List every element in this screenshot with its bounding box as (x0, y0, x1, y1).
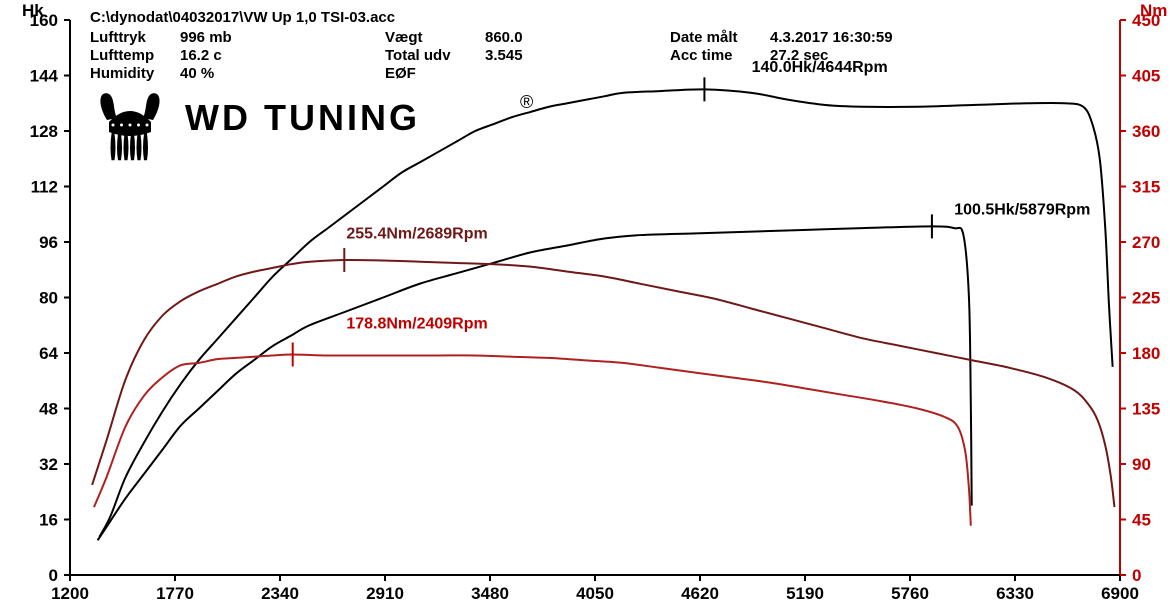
x-tick-label: 3480 (471, 584, 509, 603)
y-right-tick-label: 0 (1132, 566, 1141, 585)
humidity-value: 40 % (180, 65, 214, 82)
y-left-tick-label: 96 (39, 233, 58, 252)
y-left-tick-label: 16 (39, 511, 58, 530)
peak-label-nm_tuned: 255.4Nm/2689Rpm (346, 225, 487, 242)
series-nm_tuned (92, 260, 1114, 507)
y-right-tick-label: 180 (1132, 344, 1160, 363)
eof-label: EØF (385, 65, 416, 82)
lufttemp-label: Lufttemp (90, 47, 154, 64)
acc-label: Acc time (670, 47, 733, 64)
date-value: 4.3.2017 16:30:59 (770, 29, 893, 46)
peak-label-nm_stock: 178.8Nm/2409Rpm (346, 315, 487, 332)
lufttryk-value: 996 mb (180, 29, 232, 46)
y-right-tick-label: 405 (1132, 67, 1160, 86)
series-hp_tuned (99, 89, 1112, 537)
file-path: C:\dynodat\04032017\VW Up 1,0 TSI-03.acc (90, 9, 395, 26)
y-left-tick-label: 32 (39, 455, 58, 474)
y-right-tick-label: 225 (1132, 289, 1160, 308)
dyno-chart-svg: 1200177023402910348040504620519057606330… (0, 0, 1170, 604)
dyno-chart-container: 1200177023402910348040504620519057606330… (0, 0, 1170, 604)
y-right-tick-label: 270 (1132, 233, 1160, 252)
totaludv-label: Total udv (385, 47, 451, 64)
x-tick-label: 4050 (576, 584, 614, 603)
vaegt-label: Vægt (385, 29, 423, 46)
brand-name: WD TUNING (185, 97, 420, 138)
lufttryk-label: Lufttryk (90, 29, 146, 46)
date-label: Date målt (670, 29, 738, 46)
y-left-tick-label: 112 (31, 178, 58, 197)
x-tick-label: 5760 (891, 584, 929, 603)
brand-logo-icon (100, 93, 159, 160)
y-right-tick-label: 135 (1132, 400, 1160, 419)
acc-value: 27.2 sec (770, 47, 828, 64)
humidity-label: Humidity (90, 65, 155, 82)
series-hp_stock (98, 226, 972, 540)
lufttemp-value: 16.2 c (180, 47, 222, 64)
y-right-tick-label: 45 (1132, 511, 1151, 530)
totaludv-value: 3.545 (485, 47, 523, 64)
x-tick-label: 2910 (366, 584, 404, 603)
peak-label-hp_stock: 100.5Hk/5879Rpm (954, 201, 1090, 218)
x-tick-label: 2340 (261, 584, 299, 603)
y-left-tick-label: 144 (30, 67, 59, 86)
vaegt-value: 860.0 (485, 29, 523, 46)
y-right-tick-label: 90 (1132, 455, 1151, 474)
y-right-tick-label: 360 (1132, 122, 1160, 141)
y-left-tick-label: 0 (49, 566, 58, 585)
x-tick-label: 6900 (1101, 584, 1139, 603)
y-left-tick-label: 80 (39, 289, 58, 308)
x-tick-label: 1770 (156, 584, 194, 603)
x-tick-label: 6330 (996, 584, 1034, 603)
series-nm_stock (94, 354, 971, 525)
y-left-title: Hk (22, 1, 44, 20)
x-tick-label: 1200 (51, 584, 89, 603)
x-tick-label: 5190 (786, 584, 824, 603)
brand-registered-icon: ® (520, 92, 533, 112)
y-right-tick-label: 315 (1132, 178, 1160, 197)
x-tick-label: 4620 (681, 584, 719, 603)
y-left-tick-label: 48 (39, 400, 58, 419)
y-right-title: Nm (1140, 1, 1167, 20)
y-left-tick-label: 64 (39, 344, 58, 363)
y-left-tick-label: 128 (30, 122, 58, 141)
